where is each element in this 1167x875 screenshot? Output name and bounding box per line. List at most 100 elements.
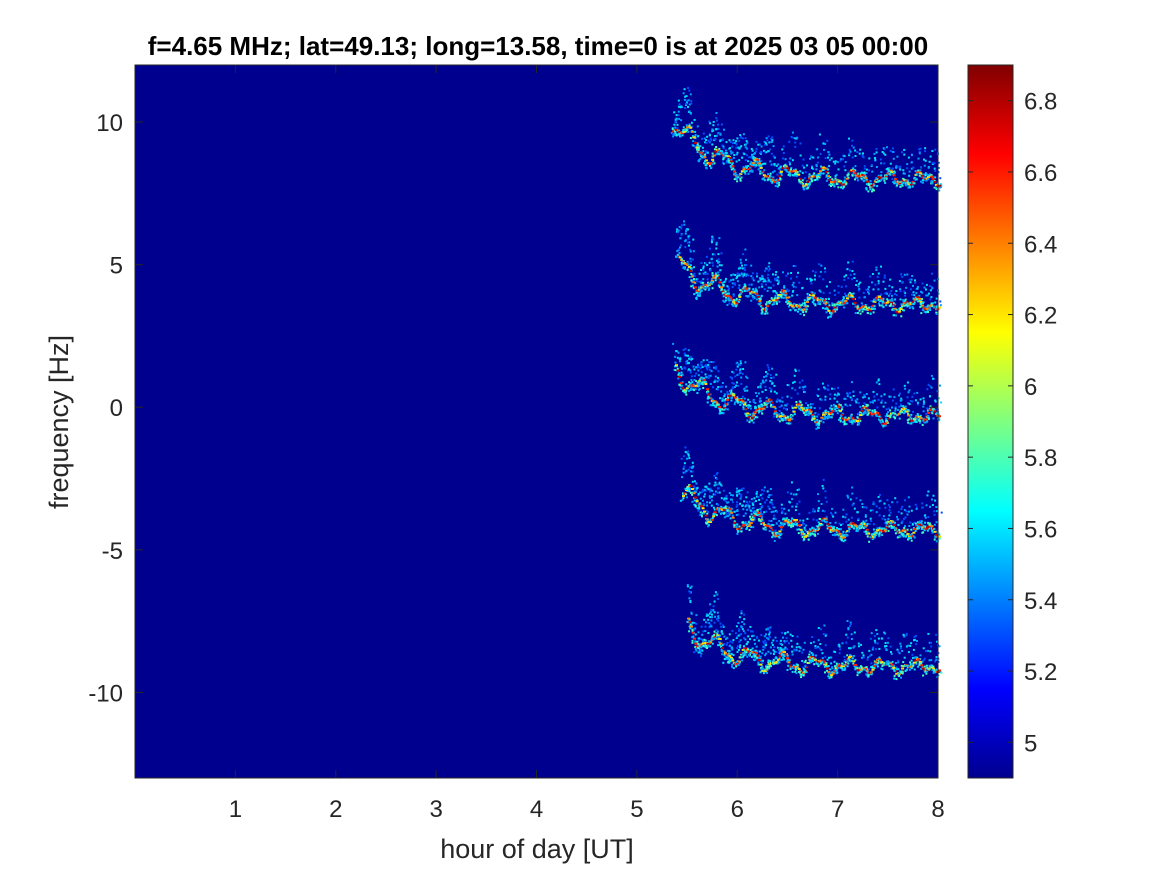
- echo-speckle: [679, 358, 682, 361]
- echo-core: [753, 411, 757, 414]
- echo-speckle: [795, 505, 798, 508]
- echo-speckle: [707, 632, 710, 634]
- echo-halo: [784, 294, 787, 297]
- echo-core: [898, 310, 902, 313]
- echo-halo: [901, 411, 904, 414]
- echo-speckle: [767, 269, 770, 272]
- echo-speckle: [875, 151, 878, 154]
- echo-halo: [806, 530, 809, 533]
- echo-speckle: [872, 288, 875, 291]
- echo-speckle: [912, 291, 915, 294]
- echo-halo: [881, 302, 884, 305]
- echo-halo: [761, 412, 764, 415]
- echo-speckle: [689, 627, 692, 630]
- echo-speckle: [911, 400, 914, 403]
- echo-core: [877, 414, 881, 417]
- echo-halo: [878, 535, 881, 538]
- echo-halo: [718, 286, 721, 289]
- echo-speckle: [683, 88, 686, 91]
- echo-speckle: [759, 277, 761, 280]
- echo-speckle: [768, 631, 771, 634]
- echo-speckle: [700, 382, 703, 385]
- echo-speckle: [929, 298, 932, 301]
- echo-halo: [765, 396, 768, 399]
- echo-halo: [907, 409, 910, 412]
- echo-speckle: [752, 634, 755, 637]
- echo-halo: [871, 414, 874, 417]
- echo-speckle: [786, 384, 789, 386]
- echo-speckle: [777, 295, 780, 298]
- echo-speckle: [695, 482, 698, 485]
- echo-halo: [910, 533, 913, 536]
- echo-halo: [902, 535, 905, 538]
- echo-speckle: [890, 395, 892, 398]
- echo-halo: [767, 173, 770, 176]
- echo-halo: [773, 301, 776, 303]
- echo-core: [695, 289, 699, 292]
- echo-halo: [927, 408, 930, 411]
- echo-core: [800, 406, 804, 409]
- echo-speckle: [736, 137, 739, 140]
- echo-halo: [688, 486, 691, 489]
- echo-core: [727, 295, 731, 298]
- echo-speckle: [721, 632, 724, 635]
- echo-halo: [708, 287, 711, 290]
- echo-speckle: [705, 621, 707, 624]
- echo-halo: [778, 181, 781, 184]
- echo-speckle: [840, 524, 842, 526]
- echo-core: [897, 531, 901, 534]
- echo-speckle: [732, 139, 735, 142]
- echo-halo: [732, 304, 735, 307]
- echo-speckle: [882, 297, 885, 300]
- echo-speckle: [786, 403, 789, 406]
- echo-speckle: [693, 266, 695, 269]
- echo-core: [686, 126, 690, 129]
- echo-halo: [890, 527, 893, 529]
- echo-core: [934, 183, 938, 186]
- echo-speckle: [731, 163, 734, 166]
- echo-halo: [817, 173, 820, 176]
- echo-halo: [932, 408, 935, 410]
- echo-speckle: [843, 155, 846, 158]
- echo-speckle: [860, 408, 863, 411]
- echo-core: [759, 166, 763, 169]
- echo-speckle: [688, 457, 691, 460]
- echo-speckle: [687, 450, 690, 453]
- echo-halo: [729, 510, 732, 513]
- echo-halo: [833, 404, 836, 407]
- echo-core: [820, 167, 824, 170]
- echo-speckle: [738, 616, 741, 619]
- echo-halo: [734, 401, 737, 404]
- echo-speckle: [745, 503, 748, 506]
- echo-halo: [915, 178, 918, 181]
- echo-speckle: [725, 149, 728, 152]
- echo-speckle: [674, 365, 677, 368]
- echo-speckle: [822, 278, 825, 281]
- echo-speckle: [768, 626, 771, 629]
- echo-speckle: [803, 166, 806, 169]
- echo-speckle: [729, 640, 732, 643]
- echo-speckle: [696, 507, 699, 510]
- echo-speckle: [680, 227, 683, 230]
- echo-speckle: [761, 652, 764, 655]
- plot-area: [134, 64, 943, 779]
- echo-halo: [724, 404, 727, 407]
- echo-halo: [917, 414, 920, 417]
- echo-speckle: [737, 384, 740, 387]
- echo-speckle: [683, 98, 686, 101]
- echo-halo: [811, 527, 814, 530]
- echo-speckle: [869, 180, 872, 182]
- echo-speckle: [782, 271, 784, 274]
- echo-speckle: [931, 162, 934, 165]
- echo-halo: [796, 524, 799, 527]
- echo-core: [919, 524, 923, 527]
- echo-halo: [898, 535, 901, 537]
- echo-halo: [831, 304, 834, 307]
- echo-halo: [808, 183, 811, 186]
- echo-speckle: [770, 376, 773, 379]
- echo-speckle: [725, 515, 728, 518]
- echo-halo: [765, 308, 768, 311]
- echo-speckle: [753, 417, 756, 420]
- echo-speckle: [701, 146, 704, 149]
- echo-speckle: [688, 625, 691, 628]
